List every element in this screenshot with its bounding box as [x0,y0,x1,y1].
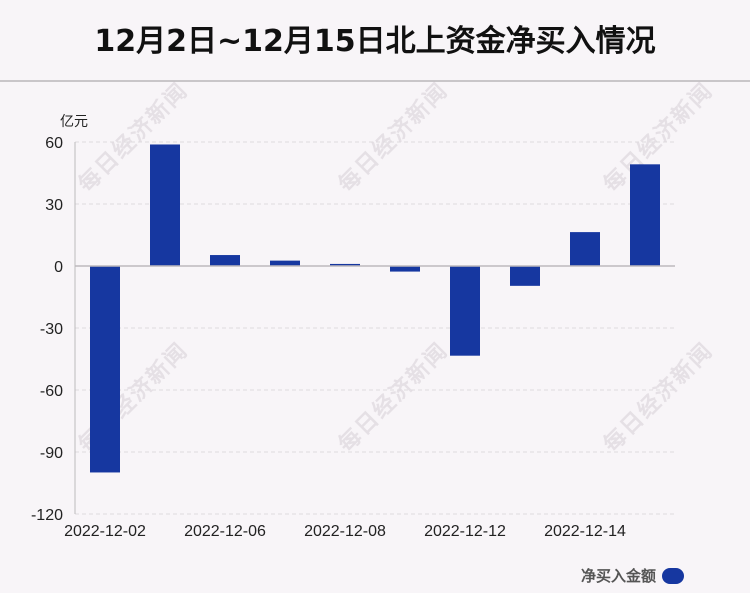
legend: 净买入金额 [581,565,684,586]
y-tick-label: -60 [40,383,63,400]
bar [150,144,180,266]
x-tick-label: 2022-12-14 [544,523,626,540]
bar [210,255,240,266]
legend-label: 净买入金额 [580,567,656,585]
bar [270,260,300,266]
bar [510,266,540,286]
y-tick-label: -120 [31,507,63,524]
y-tick-label: -90 [40,445,63,462]
y-tick-label: 0 [54,259,63,276]
x-tick-label: 2022-12-12 [424,523,506,540]
y-tick-label: 60 [45,135,63,152]
bar [90,266,120,473]
x-tick-label: 2022-12-02 [64,523,146,540]
x-tick-label: 2022-12-08 [304,523,386,540]
bar [630,164,660,266]
y-axis-label: 亿元 [60,114,88,130]
bar [330,263,360,266]
legend-swatch-icon [662,567,684,584]
bar [450,266,480,356]
chart-title: 12月2日~12月15日北上资金净买入情况 [94,24,656,59]
bar [390,266,420,272]
title-divider [0,80,750,82]
x-tick-label: 2022-12-06 [184,523,266,540]
bar [570,232,600,266]
y-tick-label: 30 [45,197,63,214]
y-tick-label: -30 [40,321,63,338]
